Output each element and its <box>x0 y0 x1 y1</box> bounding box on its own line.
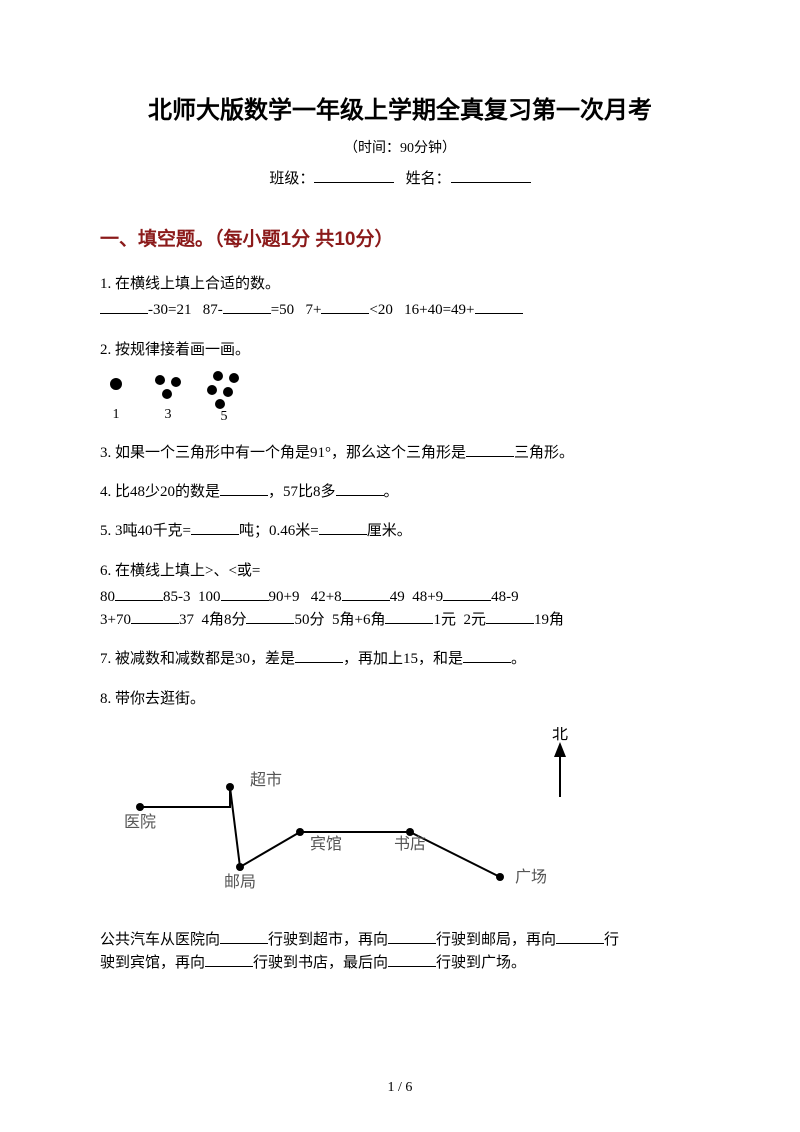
exam-page: 北师大版数学一年级上学期全真复习第一次月考 （时间：90分钟） 班级： 姓名： … <box>0 0 800 1132</box>
q6-blank[interactable] <box>385 610 433 624</box>
question-8: 8. 带你去逛街。 北 医院 超市 邮局 宾馆 <box>100 688 700 976</box>
question-1: 1. 在横线上填上合适的数。 -30=21 87-=50 7+<20 16+40… <box>100 273 700 323</box>
route-map: 北 医院 超市 邮局 宾馆 书店 广场 <box>100 727 620 917</box>
page-number: 1 / 6 <box>0 1080 800 1096</box>
section-1-title: 一、填空题。（每小题1分 共10分） <box>100 224 700 251</box>
q8-blank[interactable] <box>388 930 436 944</box>
dot-pattern: 1 3 5 <box>100 368 300 426</box>
question-4: 4. 比48少20的数是，57比8多。 <box>100 481 700 504</box>
q6-blank[interactable] <box>342 587 390 601</box>
q8-blank[interactable] <box>220 930 268 944</box>
q1-blank[interactable] <box>100 300 148 314</box>
svg-text:超市: 超市 <box>250 771 282 789</box>
q6-line2: 3+7037 4角8分50分 5角+6角1元 2元19角 <box>100 609 700 632</box>
svg-text:广场: 广场 <box>515 868 547 886</box>
q7-blank[interactable] <box>463 649 511 663</box>
q6-blank[interactable] <box>486 610 534 624</box>
svg-text:宾馆: 宾馆 <box>310 835 342 853</box>
q1-blank[interactable] <box>223 300 271 314</box>
q1-blank[interactable] <box>321 300 369 314</box>
svg-text:3: 3 <box>165 407 172 422</box>
q3-blank[interactable] <box>466 443 514 457</box>
q2-label: 2. 按规律接着画一画。 <box>100 339 700 362</box>
name-label: 姓名： <box>406 171 451 187</box>
svg-text:邮局: 邮局 <box>224 873 256 891</box>
q8-blank[interactable] <box>556 930 604 944</box>
question-2: 2. 按规律接着画一画。 1 3 5 <box>100 339 700 426</box>
class-label: 班级： <box>269 171 314 187</box>
exam-time: （时间：90分钟） <box>100 137 700 157</box>
q6-blank[interactable] <box>443 587 491 601</box>
svg-text:书店: 书店 <box>394 835 426 853</box>
q6-label: 6. 在横线上填上>、<或= <box>100 560 700 583</box>
q7-blank[interactable] <box>295 649 343 663</box>
q6-blank[interactable] <box>221 587 269 601</box>
q8-body: 公共汽车从医院向行驶到超市，再向行驶到邮局，再向行 驶到宾馆，再向行驶到书店，最… <box>100 929 700 976</box>
name-blank[interactable] <box>451 169 531 183</box>
q6-blank[interactable] <box>246 610 294 624</box>
q6-line1: 8085-3 10090+9 42+849 48+948-9 <box>100 586 700 609</box>
q2-dots: 1 3 5 <box>100 368 700 426</box>
q4-blank[interactable] <box>220 482 268 496</box>
svg-text:北: 北 <box>552 727 568 743</box>
class-blank[interactable] <box>314 169 394 183</box>
q5-blank[interactable] <box>191 521 239 535</box>
q8-map: 北 医院 超市 邮局 宾馆 书店 广场 <box>100 727 700 917</box>
q8-label: 8. 带你去逛街。 <box>100 688 700 711</box>
svg-text:1: 1 <box>113 407 120 422</box>
q6-blank[interactable] <box>131 610 179 624</box>
q1-blank[interactable] <box>475 300 523 314</box>
q5-blank[interactable] <box>319 521 367 535</box>
q1-label: 1. 在横线上填上合适的数。 <box>100 273 700 296</box>
q6-blank[interactable] <box>115 587 163 601</box>
q8-blank[interactable] <box>388 953 436 967</box>
name-line: 班级： 姓名： <box>100 167 700 188</box>
question-6: 6. 在横线上填上>、<或= 8085-3 10090+9 42+849 48+… <box>100 560 700 633</box>
svg-text:5: 5 <box>221 409 228 424</box>
q8-blank[interactable] <box>205 953 253 967</box>
page-title: 北师大版数学一年级上学期全真复习第一次月考 <box>100 90 700 125</box>
question-7: 7. 被减数和减数都是30，差是，再加上15，和是。 <box>100 648 700 671</box>
question-5: 5. 3吨40千克=吨；0.46米=厘米。 <box>100 520 700 543</box>
question-3: 3. 如果一个三角形中有一个角是91°，那么这个三角形是三角形。 <box>100 442 700 465</box>
svg-text:医院: 医院 <box>124 813 156 831</box>
q4-blank[interactable] <box>336 482 384 496</box>
q1-body: -30=21 87-=50 7+<20 16+40=49+ <box>100 299 700 322</box>
